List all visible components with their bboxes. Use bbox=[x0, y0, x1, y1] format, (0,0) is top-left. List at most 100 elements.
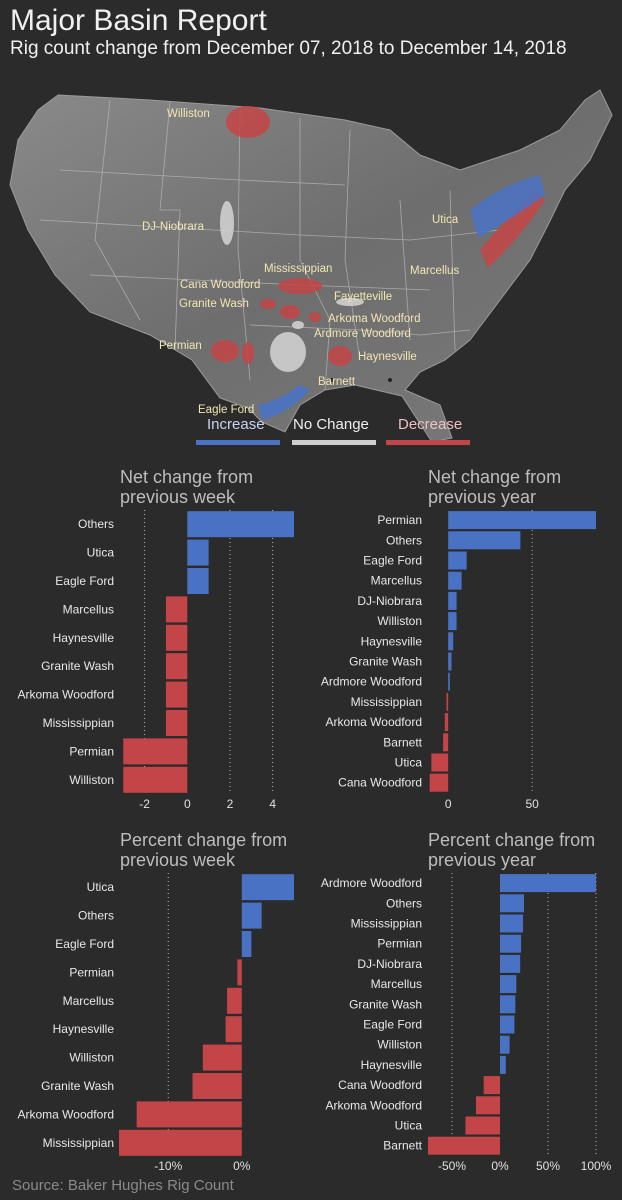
pct-week-category-label: Others bbox=[78, 909, 114, 923]
pct-year-category-label: Haynesville bbox=[361, 1058, 423, 1072]
net-year-category-label: Cana Woodford bbox=[338, 776, 422, 790]
net-year-tick-label: 50 bbox=[525, 797, 539, 811]
legend-no-change-label: No Change bbox=[293, 416, 369, 433]
map-label-arkoma-woodford: Arkoma Woodford bbox=[328, 313, 420, 325]
net-year-category-label: Permian bbox=[377, 513, 422, 527]
pct-year-bar bbox=[483, 1076, 500, 1095]
basin-shape-utica bbox=[470, 175, 545, 238]
pct-week-bar bbox=[119, 1129, 242, 1156]
net-week-category-label: Haynesville bbox=[53, 631, 115, 645]
basin-shape-ardmore-woodford bbox=[292, 321, 304, 329]
pct-week-bar bbox=[192, 1073, 242, 1099]
net-week-category-label: Permian bbox=[69, 744, 114, 758]
pct-week-bar bbox=[227, 987, 242, 1014]
net-week-title-line1: Net change from bbox=[120, 467, 253, 487]
basin-shape-williston bbox=[226, 106, 270, 138]
pct-year-bar bbox=[500, 1015, 515, 1034]
pct-year-category-label: Cana Woodford bbox=[338, 1078, 422, 1092]
basin-map: Williston DJ-Niobrara Mississippian Cana… bbox=[9, 89, 613, 445]
legend-decrease-label: Decrease bbox=[398, 416, 462, 433]
net-week-tick-label: 0 bbox=[184, 797, 191, 811]
basin-shape-eagle-ford bbox=[258, 385, 310, 420]
pct-week-bar bbox=[225, 1016, 242, 1043]
map-label-fayetteville: Fayetteville bbox=[334, 291, 392, 303]
legend-no-change-swatch bbox=[292, 440, 376, 445]
net-week-category-label: Eagle Ford bbox=[55, 574, 114, 588]
map-label-granite-wash: Granite Wash bbox=[179, 298, 249, 310]
net-week-category-label: Marcellus bbox=[63, 602, 114, 616]
pct-week-title-line2: previous week bbox=[120, 850, 236, 870]
pct-week-bar bbox=[202, 1044, 242, 1071]
legend-decrease-swatch bbox=[386, 440, 470, 445]
pct-week-bar bbox=[237, 959, 242, 986]
net-year-category-label: Granite Wash bbox=[349, 655, 422, 669]
basin-shape-granite-wash bbox=[260, 299, 276, 309]
net-year-bar bbox=[448, 511, 596, 530]
net-year-bar bbox=[448, 612, 457, 631]
us-landmass bbox=[9, 89, 613, 443]
legend-increase-label: Increase bbox=[207, 416, 265, 433]
pct-year-bar bbox=[500, 975, 517, 994]
pct-week-category-label: Arkoma Woodford bbox=[18, 1107, 115, 1121]
pct-week-tick-label: -10% bbox=[154, 1159, 182, 1173]
pct-week-title-line1: Percent change from bbox=[120, 830, 287, 850]
basin-shape-fayetteville bbox=[336, 298, 364, 306]
pct-year-tick-label: 50% bbox=[536, 1159, 560, 1173]
net-week-category-label: Arkoma Woodford bbox=[18, 688, 115, 702]
net-year-category-label: Ardmore Woodford bbox=[321, 675, 422, 689]
pct-year-title-line1: Percent change from bbox=[428, 830, 595, 850]
net-week-category-label: Granite Wash bbox=[41, 659, 114, 673]
basin-shape-marcellus bbox=[480, 190, 545, 268]
basin-shape-permian-2 bbox=[242, 342, 254, 364]
net-week-bar bbox=[187, 511, 294, 538]
net-year-bar bbox=[429, 773, 449, 792]
pct-week-category-label: Permian bbox=[69, 965, 114, 979]
pct-year-tick-label: 100% bbox=[581, 1159, 612, 1173]
basin-shape-barnett bbox=[270, 332, 306, 372]
basin-shape-haynesville bbox=[328, 346, 352, 366]
map-label-permian: Permian bbox=[159, 340, 202, 352]
pct-year-bar bbox=[500, 1055, 506, 1074]
net-year-category-label: Eagle Ford bbox=[363, 554, 422, 568]
net-year-title-line1: Net change from bbox=[428, 467, 561, 487]
net-week-tick-label: 4 bbox=[269, 797, 276, 811]
basin-shape-dj-niobrara bbox=[220, 201, 234, 245]
map-label-mississippian: Mississippian bbox=[264, 263, 332, 275]
map-label-dj-niobrara: DJ-Niobrara bbox=[142, 221, 205, 233]
pct-year-bar bbox=[500, 954, 521, 973]
net-year-category-label: Mississippian bbox=[351, 695, 422, 709]
pct-week-bar bbox=[241, 902, 262, 929]
net-week-bar bbox=[165, 624, 188, 651]
pct-year-bar bbox=[428, 1136, 500, 1155]
map-label-williston: Williston bbox=[167, 108, 210, 120]
pct-week-category-label: Granite Wash bbox=[41, 1079, 114, 1093]
net-week-category-label: Others bbox=[78, 517, 114, 531]
pct-week-bar bbox=[241, 931, 252, 957]
pct-year-bar bbox=[500, 995, 516, 1014]
net-week-category-label: Williston bbox=[69, 773, 114, 787]
net-year-bar bbox=[448, 531, 521, 550]
pct-year-category-label: Granite Wash bbox=[349, 997, 422, 1011]
net-week-bar bbox=[165, 710, 188, 736]
map-label-cana-woodford: Cana Woodford bbox=[180, 279, 260, 291]
net-year-category-label: Marcellus bbox=[371, 574, 422, 588]
page-subtitle: Rig count change from December 07, 2018 … bbox=[10, 38, 567, 59]
pct-year-category-label: DJ-Niobrara bbox=[357, 957, 422, 971]
map-label-marcellus: Marcellus bbox=[410, 265, 459, 277]
pct-week-bar bbox=[136, 1101, 242, 1128]
pct-year-bar bbox=[476, 1096, 500, 1115]
pct-year-title-line2: previous year bbox=[428, 850, 536, 870]
pct-year-bar bbox=[500, 1035, 510, 1054]
net-year-bar bbox=[448, 652, 452, 671]
map-label-utica: Utica bbox=[432, 214, 459, 226]
basin-shape-cana-woodford bbox=[280, 305, 300, 319]
page-title: Major Basin Report bbox=[10, 4, 267, 37]
pct-week-category-label: Eagle Ford bbox=[55, 937, 114, 951]
net-year-bar bbox=[448, 571, 462, 590]
pct-year-category-label: Utica bbox=[395, 1119, 423, 1133]
pct-year-bar bbox=[500, 874, 596, 893]
net-week-bar bbox=[165, 681, 188, 708]
map-label-haynesville: Haynesville bbox=[358, 351, 417, 363]
pct-year-tick-label: -50% bbox=[438, 1159, 466, 1173]
pct-year-bar bbox=[500, 894, 524, 913]
